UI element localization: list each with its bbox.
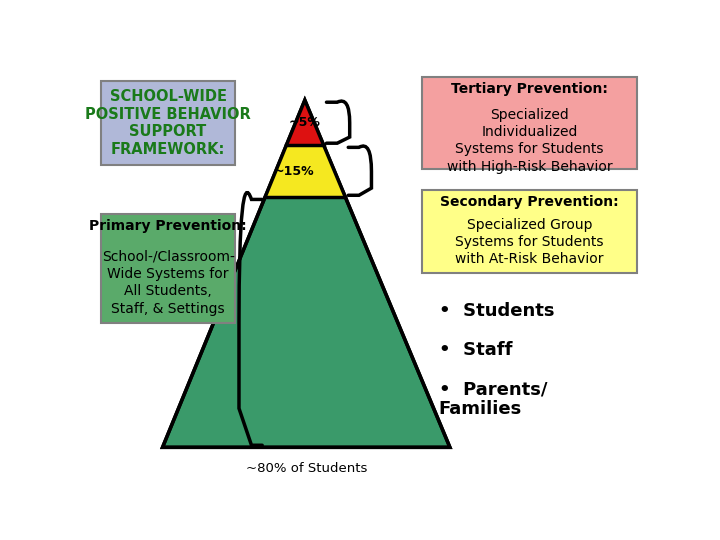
Polygon shape <box>287 100 324 145</box>
Text: Specialized Group
Systems for Students
with At-Risk Behavior: Specialized Group Systems for Students w… <box>455 218 603 266</box>
FancyBboxPatch shape <box>422 190 637 273</box>
Polygon shape <box>163 100 450 447</box>
FancyBboxPatch shape <box>101 214 235 322</box>
Text: Primary Prevention:: Primary Prevention: <box>89 219 247 233</box>
Text: •  Parents/
Families: • Parents/ Families <box>438 381 547 418</box>
Text: ~15%: ~15% <box>274 165 314 178</box>
Text: Specialized
Individualized
Systems for Students
with High-Risk Behavior: Specialized Individualized Systems for S… <box>446 108 612 174</box>
Text: SCHOOL-WIDE
POSITIVE BEHAVIOR
SUPPORT
FRAMEWORK:: SCHOOL-WIDE POSITIVE BEHAVIOR SUPPORT FR… <box>85 90 251 157</box>
Text: ~80% of Students: ~80% of Students <box>246 462 367 475</box>
Polygon shape <box>265 145 346 197</box>
Text: School-/Classroom-
Wide Systems for
All Students,
Staff, & Settings: School-/Classroom- Wide Systems for All … <box>102 249 235 316</box>
Text: ~5%: ~5% <box>289 116 321 129</box>
FancyBboxPatch shape <box>101 82 235 165</box>
Text: •  Students: • Students <box>438 302 554 320</box>
Text: Secondary Prevention:: Secondary Prevention: <box>440 194 618 208</box>
Text: Tertiary Prevention:: Tertiary Prevention: <box>451 82 608 96</box>
Text: •  Staff: • Staff <box>438 341 512 359</box>
FancyBboxPatch shape <box>422 77 637 168</box>
